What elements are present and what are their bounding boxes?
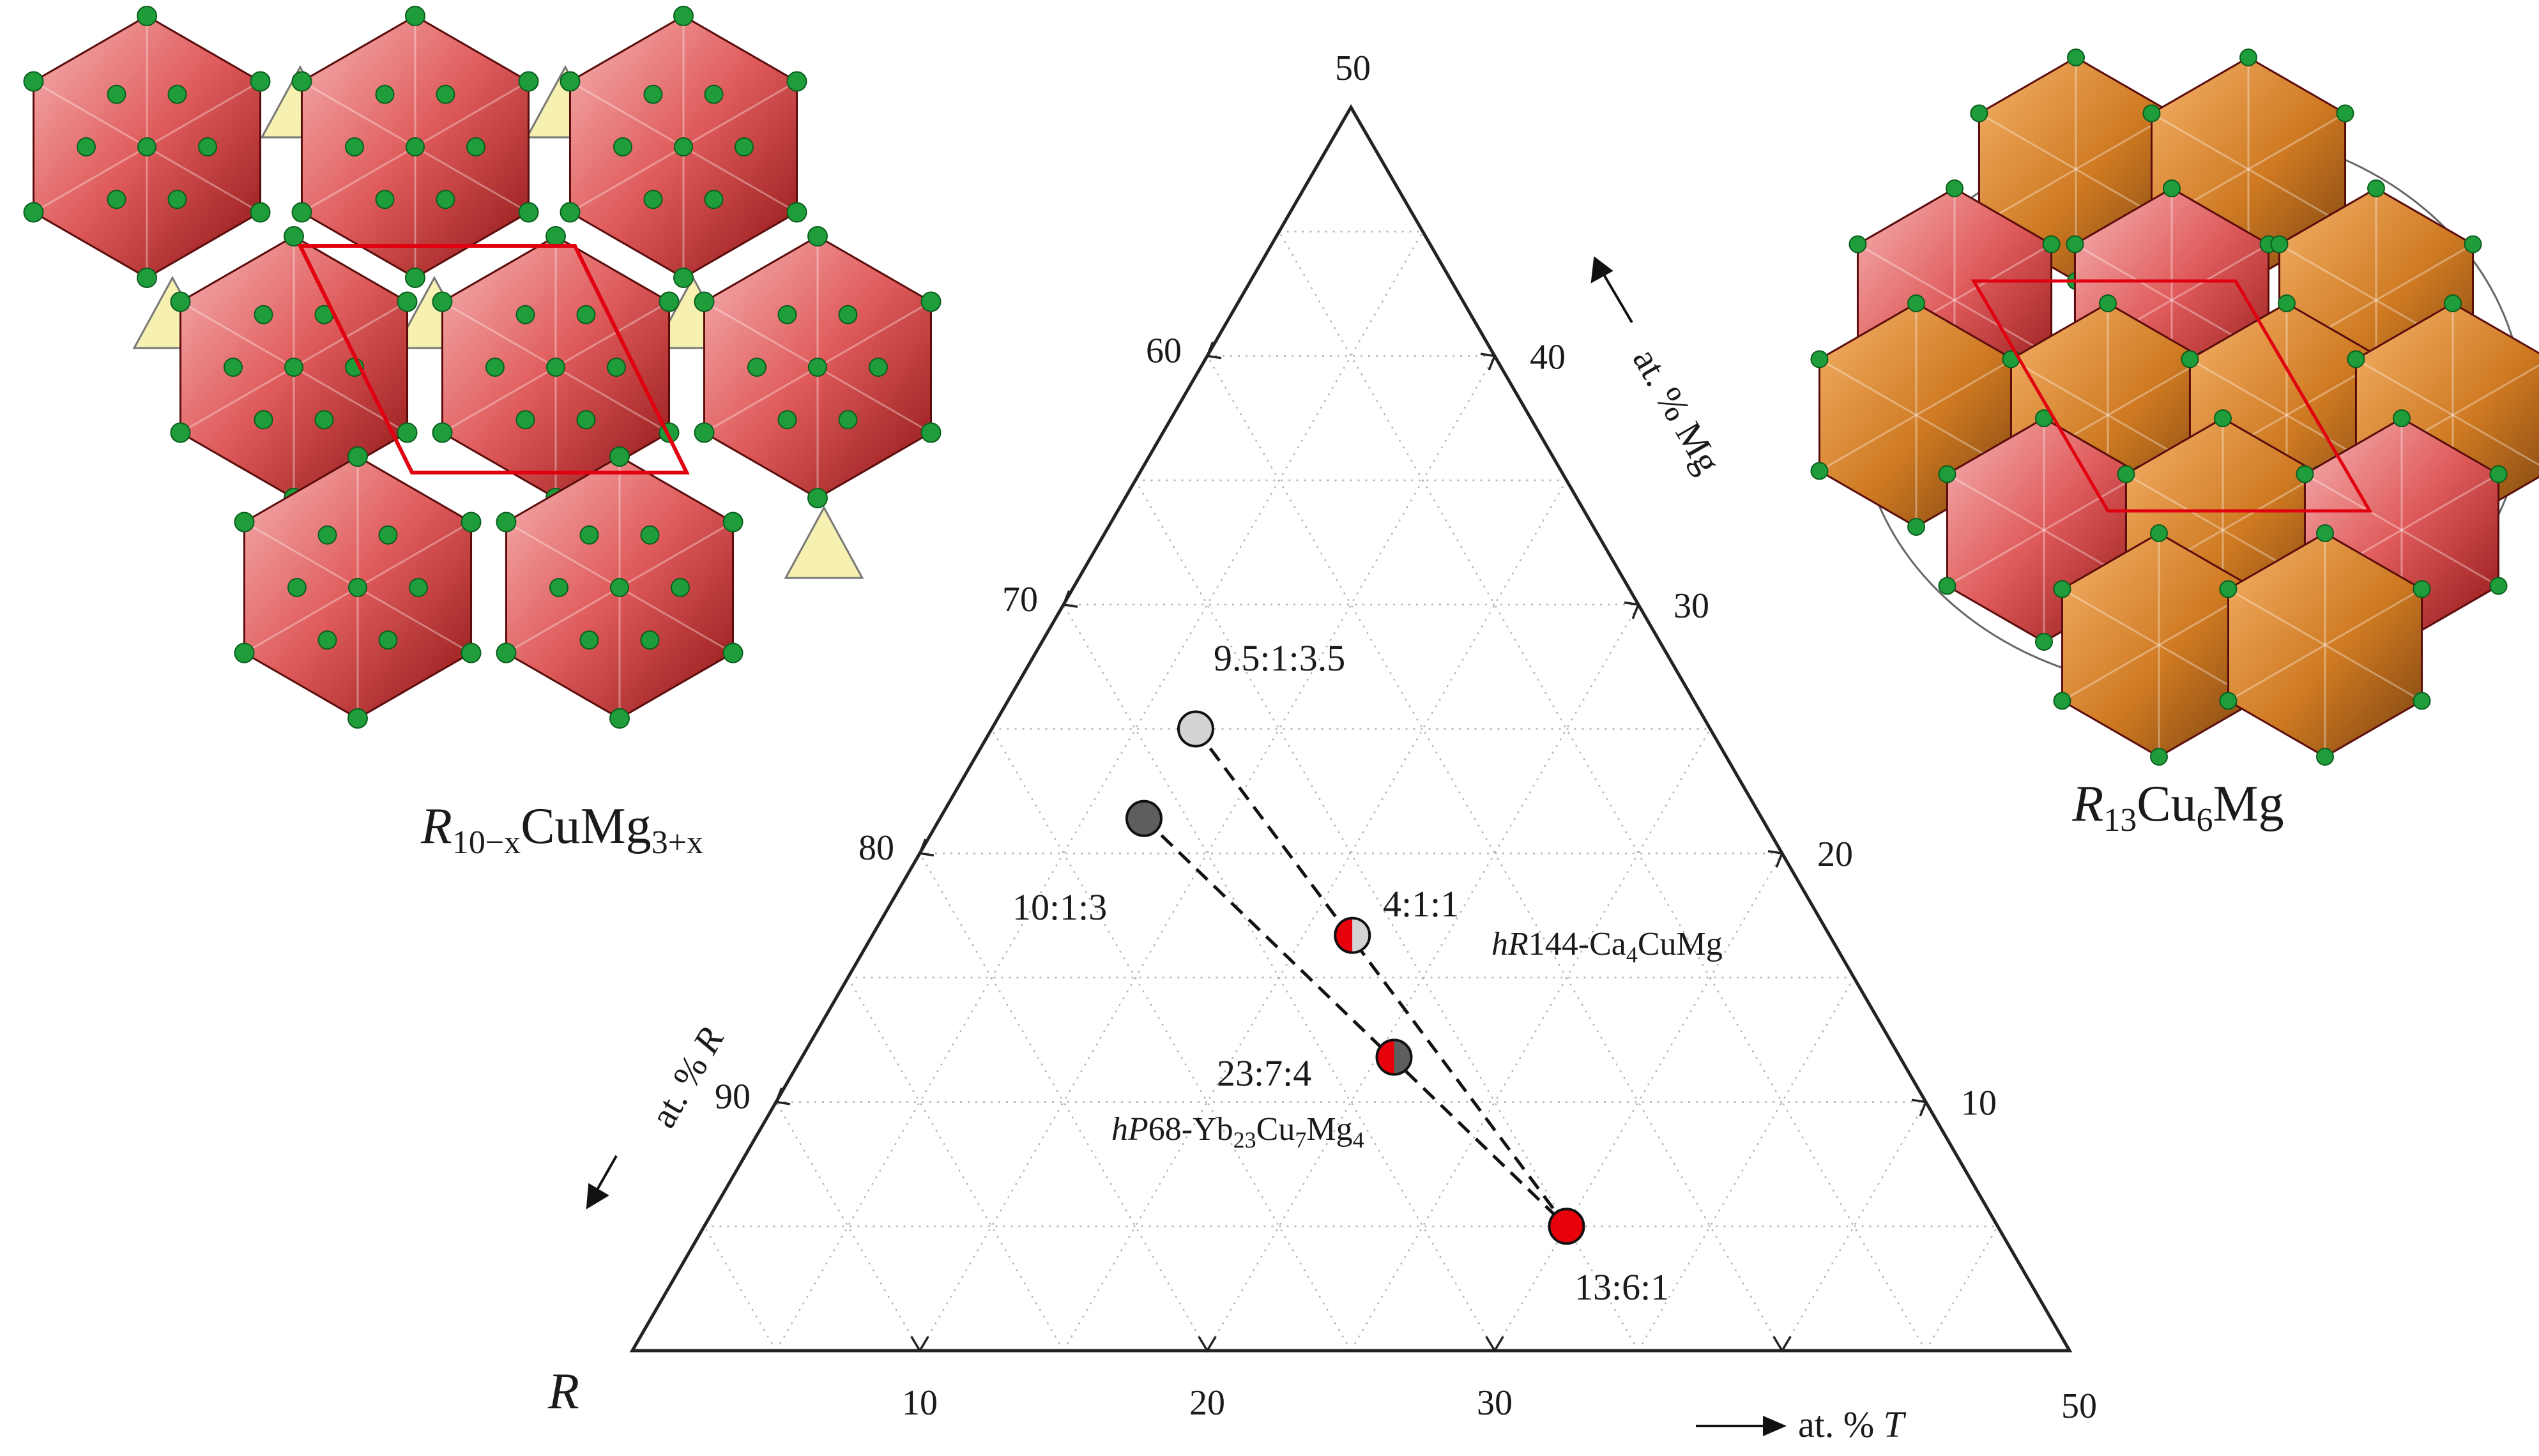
- right-structure-title: R13Cu6Mg: [2071, 776, 2284, 838]
- ternary-ticks: [774, 341, 1928, 1353]
- corner-label-R: R: [547, 1363, 579, 1420]
- left-tick-label: 70: [1002, 580, 1038, 619]
- point-label-23-7-4: 23:7:4: [1217, 1052, 1311, 1094]
- point-label-9.5-1-3.5: 9.5:1:3.5: [1214, 637, 1345, 679]
- point-label-13-6-1: 13:6:1: [1574, 1266, 1669, 1308]
- right-corner-tick-label: 50: [2061, 1386, 2097, 1426]
- grid-line: [1278, 231, 1927, 1351]
- bottom-tick-label: 20: [1189, 1383, 1225, 1423]
- tick-mark: [1767, 850, 1784, 868]
- left-crystal-structure-illustration: [23, 6, 942, 729]
- point-label-4-1-1: 4:1:1: [1383, 883, 1459, 925]
- right-tick-label: 10: [1961, 1084, 1997, 1123]
- grid-line: [1781, 1101, 1927, 1351]
- grid-line: [1062, 604, 1496, 1351]
- tick-mark: [910, 1336, 929, 1353]
- left-tick-label: 90: [715, 1077, 751, 1117]
- unit-cell-outline: [1971, 279, 2373, 513]
- right-tick-label: 40: [1530, 337, 1566, 377]
- icosahedra-packing-image: [23, 6, 942, 729]
- left-structure-title: R10−xCuMg3+x: [420, 798, 703, 861]
- phase-label-hP68: hP68-Yb23Cu7Mg4: [1111, 1111, 1364, 1153]
- grid-line: [991, 728, 1352, 1351]
- right-tick-label: 30: [1674, 586, 1709, 626]
- grid-line: [1637, 977, 1855, 1351]
- right-tick-label: 20: [1817, 835, 1853, 874]
- grid-line: [775, 231, 1424, 1351]
- composition-point: [1375, 1038, 1413, 1076]
- composition-point: [1177, 710, 1214, 748]
- grid-line: [1925, 1225, 1999, 1351]
- grid-line: [1062, 480, 1567, 1351]
- phase-label-hR144: hR144-Ca4CuMg: [1491, 926, 1723, 967]
- bottom-tick-label: 30: [1477, 1383, 1513, 1423]
- ternary-tick-labels: 10 20 30 40 30 20 10 60 70 80 90: [715, 331, 1997, 1423]
- tick-mark: [918, 838, 934, 857]
- grid-line: [703, 1225, 777, 1351]
- axis-title-mg: at. % Mg: [1590, 256, 1729, 480]
- grid-line: [775, 1101, 921, 1351]
- axis-title-t: at. % T: [1696, 1404, 1907, 1445]
- svg-text:at. % Mg: at. % Mg: [1625, 341, 1729, 480]
- bottom-tick-label: 10: [902, 1383, 938, 1423]
- tie-line: [1143, 817, 1568, 1228]
- axis-title-r: at. % R: [586, 1020, 732, 1210]
- composition-point: [1548, 1208, 1585, 1245]
- tick-mark: [1624, 601, 1640, 619]
- composition-point: [1125, 800, 1163, 837]
- tie-lines: [1143, 728, 1568, 1228]
- right-crystal-structure-illustration: [1810, 49, 2539, 766]
- tick-mark: [1911, 1098, 1928, 1117]
- ternary-grid: [703, 231, 1999, 1351]
- ternary-frame: [629, 104, 2073, 1353]
- tick-mark: [1205, 341, 1222, 360]
- tie-line: [1194, 728, 1568, 1227]
- svg-text:at. % T: at. % T: [1798, 1404, 1907, 1445]
- tick-mark: [1198, 1336, 1217, 1353]
- tick-mark: [1480, 353, 1497, 371]
- left-tick-label: 80: [858, 828, 894, 868]
- tick-mark: [774, 1087, 791, 1105]
- grid-line: [1350, 728, 1711, 1351]
- composition-point: [1334, 916, 1371, 954]
- point-label-10-1-3: 10:1:3: [1012, 886, 1107, 928]
- unit-cell-outline: [297, 244, 690, 474]
- left-tick-label: 60: [1146, 331, 1182, 370]
- composition-points: [1125, 710, 1585, 1245]
- apex-tick-label: 50: [1335, 49, 1371, 88]
- tick-mark: [1062, 590, 1078, 608]
- grid-line: [847, 977, 1065, 1351]
- tick-mark: [1485, 1336, 1504, 1353]
- polyhedra-packing-image: [1810, 49, 2539, 766]
- tick-mark: [1773, 1336, 1792, 1353]
